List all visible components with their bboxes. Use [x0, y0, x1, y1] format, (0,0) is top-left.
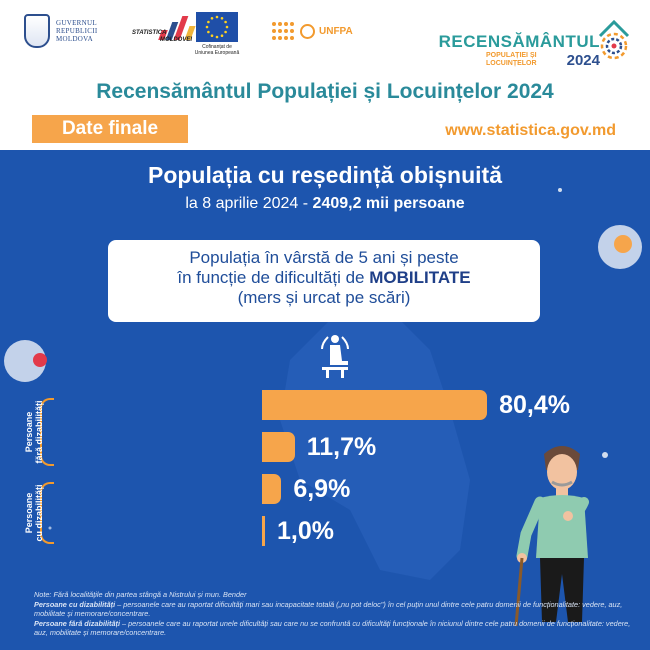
eu-flag-icon — [196, 12, 238, 42]
footnote-text-without: – persoanele care au raportat unele difi… — [34, 618, 631, 638]
footnote-definition-without: Persoane fără dizabilități – persoanele … — [34, 619, 640, 638]
final-data-badge: Date finale — [32, 115, 188, 143]
stat-line-1: STATISTICA — [132, 30, 167, 36]
box-line-2-keyword: MOBILITATE — [369, 268, 471, 287]
group-label-without-disability: Persoane fără dizabilități — [24, 398, 44, 466]
census-logo-title: RECENSĂMÂNTUL — [438, 32, 600, 51]
stat-line-2: MOLDOVEI — [160, 37, 193, 43]
population-subtitle: la 8 aprilie 2024 - 2409,2 mii persoane — [0, 195, 650, 213]
website-link[interactable]: www.statistica.gov.md — [445, 122, 616, 139]
bar-severe-difficulty — [262, 474, 282, 504]
elderly-man-with-cane-illustration — [514, 446, 589, 627]
group-with-line-2: cu dizabilități — [34, 484, 44, 542]
value-label-total-incapacity: 1,0% — [277, 517, 334, 545]
indicator-description-box: Populația în vârstă de 5 ani și peste în… — [108, 240, 540, 322]
value-label-severe-difficulty: 6,9% — [293, 475, 351, 503]
footnote-note: Note: Fără localitățile din partea stâng… — [34, 590, 247, 599]
header: GUVERNUL REPUBLICII MOLDOVA STATISTICA M… — [0, 0, 650, 150]
population-title: Populația cu reședință obișnuită — [147, 162, 502, 188]
government-logo-text: GUVERNUL REPUBLICII MOLDOVA — [56, 19, 98, 43]
footnote-term-without: Persoane fără dizabilități — [34, 618, 120, 628]
decor-circle-orange — [614, 235, 632, 253]
unfpa-logo-icon: UNFPA — [272, 22, 353, 40]
gov-line-2: REPUBLICII — [56, 27, 98, 35]
bar-no-difficulty — [262, 390, 488, 420]
gov-line-1: GUVERNUL — [56, 19, 97, 27]
census-house-icon — [598, 19, 630, 60]
box-line-2-text: în funcție de dificultăți de — [177, 268, 365, 287]
census-sub-1: POPULAȚIEI ȘI — [486, 52, 537, 59]
page-title: Recensământul Populației și Locuințelor … — [96, 80, 554, 103]
subtitle-date: la 8 aprilie 2024 - — [185, 195, 309, 212]
government-logo: GUVERNUL REPUBLICII MOLDOVA — [24, 14, 98, 48]
subtitle-total: 2409,2 mii persoane — [312, 195, 465, 212]
census-logo-year: 2024 — [566, 52, 600, 69]
eu-caption-1: Cofinanțat de — [202, 44, 232, 50]
box-line-3: (mers și urcat pe scări) — [237, 288, 411, 307]
group-bracket-without-disability — [40, 398, 54, 466]
footnote-text-with: – persoanele care au raportat dificultăț… — [34, 599, 623, 619]
census-sub-2: LOCUINȚELOR — [486, 60, 537, 67]
eu-caption-2: Uniunea Europeană — [194, 50, 240, 56]
eu-logo: Cofinanțat de Uniunea Europeană — [195, 12, 244, 56]
unfpa-dots-icon — [272, 22, 296, 40]
census-logo-subtitle: POPULAȚIEI ȘI LOCUINȚELOR — [486, 52, 556, 68]
wheelchair-icon — [321, 335, 349, 378]
value-label-no-difficulty: 80,4% — [499, 391, 570, 419]
group-bracket-with-disability — [40, 482, 54, 544]
statistics-logo-text: STATISTICA MOLDOVEI — [132, 30, 192, 44]
group-without-line-1: Persoane — [24, 411, 34, 453]
bar-total-incapacity — [262, 516, 265, 546]
census-logo-icon: RECENSĂMÂNTUL POPULAȚIEI ȘI LOCUINȚELOR … — [436, 12, 636, 72]
decor-circle-red — [33, 353, 47, 367]
box-line-1: Populația în vârstă de 5 ani și peste — [189, 248, 459, 267]
gov-line-3: MOLDOVA — [56, 35, 93, 43]
un-emblem-icon — [300, 23, 315, 39]
footnote-definition-with: Persoane cu dizabilități – persoanele ca… — [34, 600, 640, 619]
bar-some-difficulty — [262, 432, 295, 462]
value-label-some-difficulty: 11,7% — [306, 433, 377, 461]
infographic-panel: Populația cu reședință obișnuită la 8 ap… — [0, 150, 650, 650]
group-without-line-2: fără dizabilități — [34, 400, 44, 464]
group-with-line-1: Persoane — [24, 492, 34, 534]
footnote-term-with: Persoane cu dizabilități — [34, 599, 116, 609]
government-emblem-icon — [24, 14, 50, 48]
box-line-2: în funcție de dificultăți de MOBILITATE — [108, 268, 540, 288]
group-label-with-disability: Persoane cu dizabilități — [24, 482, 44, 544]
unfpa-label: UNFPA — [319, 25, 353, 37]
eu-caption: Cofinanțat de Uniunea Europeană — [190, 44, 244, 56]
footnote: Note: Fără localitățile din partea stâng… — [34, 590, 640, 638]
logo-row: GUVERNUL REPUBLICII MOLDOVA STATISTICA M… — [14, 8, 636, 70]
